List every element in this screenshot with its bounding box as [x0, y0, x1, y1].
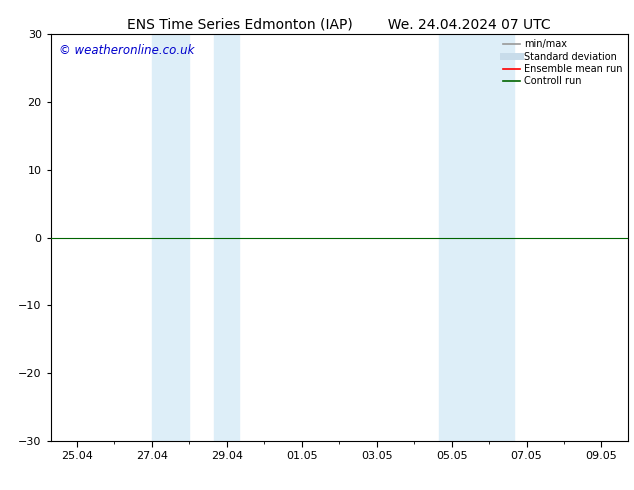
Bar — [214, 34, 239, 441]
Bar — [439, 34, 464, 441]
Bar — [464, 34, 514, 441]
Title: ENS Time Series Edmonton (IAP)        We. 24.04.2024 07 UTC: ENS Time Series Edmonton (IAP) We. 24.04… — [127, 18, 551, 32]
Text: © weatheronline.co.uk: © weatheronline.co.uk — [60, 45, 195, 57]
Bar — [152, 34, 190, 441]
Legend: min/max, Standard deviation, Ensemble mean run, Controll run: min/max, Standard deviation, Ensemble me… — [501, 37, 624, 88]
